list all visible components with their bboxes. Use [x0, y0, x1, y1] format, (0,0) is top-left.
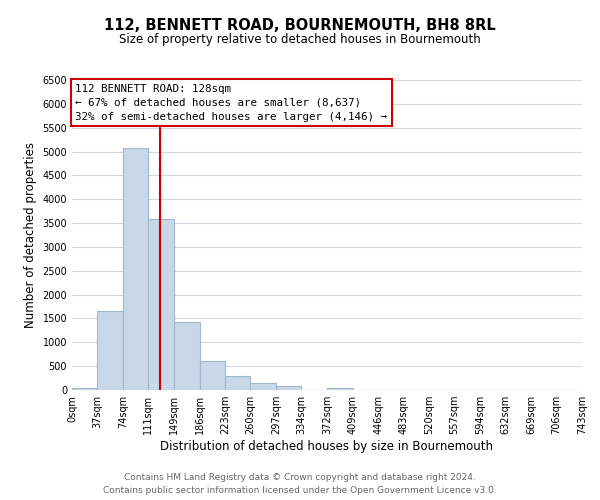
Bar — [200, 361, 225, 390]
Bar — [72, 388, 97, 390]
Text: Contains public sector information licensed under the Open Government Licence v3: Contains public sector information licen… — [103, 486, 497, 495]
Y-axis label: Number of detached properties: Number of detached properties — [24, 142, 37, 328]
X-axis label: Distribution of detached houses by size in Bournemouth: Distribution of detached houses by size … — [161, 440, 493, 453]
Bar — [123, 148, 148, 390]
Bar — [250, 382, 276, 390]
Bar — [97, 312, 123, 390]
Bar — [225, 376, 250, 390]
Bar — [148, 219, 173, 390]
Bar — [276, 386, 301, 390]
Bar — [174, 322, 200, 390]
Text: 112, BENNETT ROAD, BOURNEMOUTH, BH8 8RL: 112, BENNETT ROAD, BOURNEMOUTH, BH8 8RL — [104, 18, 496, 32]
Bar — [328, 388, 353, 390]
Text: 112 BENNETT ROAD: 128sqm
← 67% of detached houses are smaller (8,637)
32% of sem: 112 BENNETT ROAD: 128sqm ← 67% of detach… — [76, 84, 388, 122]
Text: Size of property relative to detached houses in Bournemouth: Size of property relative to detached ho… — [119, 32, 481, 46]
Text: Contains HM Land Registry data © Crown copyright and database right 2024.: Contains HM Land Registry data © Crown c… — [124, 472, 476, 482]
